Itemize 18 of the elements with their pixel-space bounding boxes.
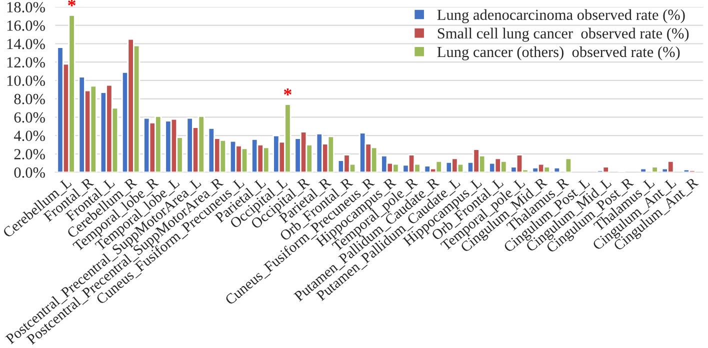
y-tick-label: 6.0% <box>14 112 45 123</box>
legend-label: Lung adenocarcinoma observed rate (%) <box>437 9 685 24</box>
bar <box>564 158 572 172</box>
bar <box>640 168 647 172</box>
y-tick-label: 0.0% <box>14 167 45 178</box>
legend-label: Lung cancer (others) observed rate (%) <box>437 46 680 60</box>
y-tick-label: 2.0% <box>14 149 45 160</box>
y-tick-label: 18.0% <box>7 2 45 12</box>
y-tick-label: 12.0% <box>7 57 45 68</box>
bar <box>553 166 560 172</box>
y-tick-label: 8.0% <box>14 94 45 104</box>
y-tick-label: 14.0% <box>7 38 45 50</box>
bar <box>651 166 658 172</box>
annotation: * <box>284 88 292 96</box>
legend-label: Small cell lung cancer observed rate (%) <box>438 28 689 42</box>
y-tick-label: 10.0% <box>7 76 45 86</box>
y-tick-label: 4.0% <box>14 130 45 142</box>
y-tick-label: 16.0% <box>7 20 45 31</box>
